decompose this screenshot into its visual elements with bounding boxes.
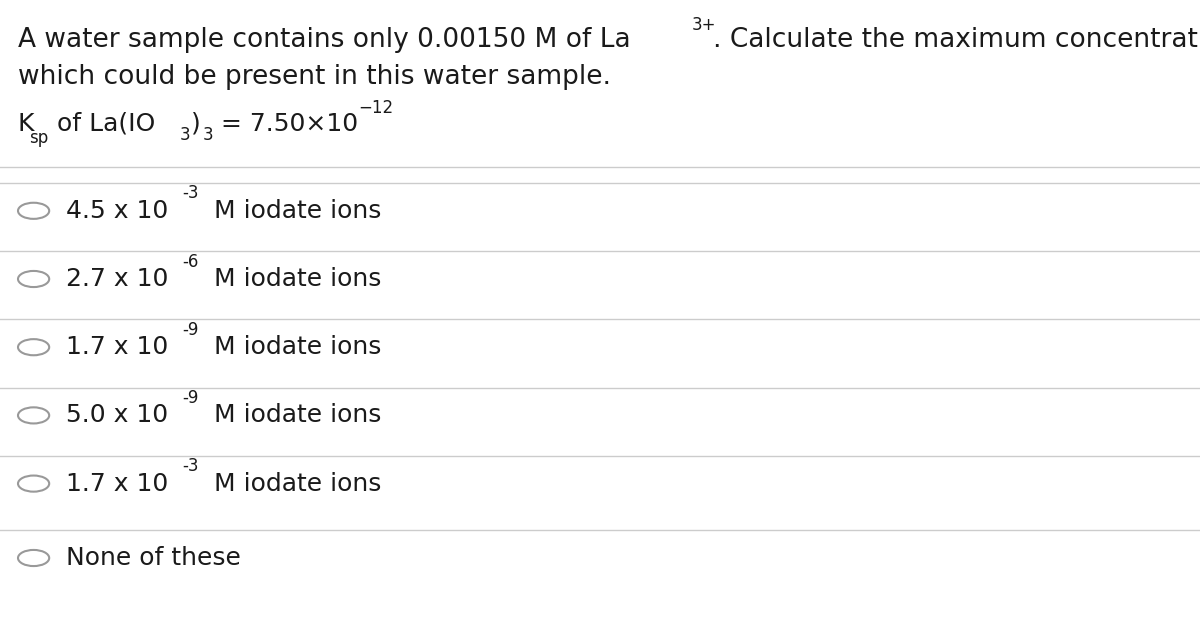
Text: -3: -3 xyxy=(182,184,198,203)
Text: ): ) xyxy=(191,112,200,136)
Text: 3: 3 xyxy=(203,126,214,144)
Text: M iodate ions: M iodate ions xyxy=(206,472,382,495)
Text: of La(IO: of La(IO xyxy=(49,112,156,136)
Text: 3: 3 xyxy=(180,126,191,144)
Text: 1.7 x 10: 1.7 x 10 xyxy=(66,472,168,495)
Text: K: K xyxy=(18,112,35,136)
Text: . Calculate the maximum concentration of IO: . Calculate the maximum concentration of… xyxy=(713,27,1200,53)
Text: M iodate ions: M iodate ions xyxy=(206,199,382,223)
Text: = 7.50×10: = 7.50×10 xyxy=(214,112,359,136)
Text: 4.5 x 10: 4.5 x 10 xyxy=(66,199,168,223)
Text: 3+: 3+ xyxy=(691,16,716,34)
Text: -3: -3 xyxy=(182,457,198,476)
Text: A water sample contains only 0.00150 M of La: A water sample contains only 0.00150 M o… xyxy=(18,27,631,53)
Text: −12: −12 xyxy=(359,99,394,118)
Text: 1.7 x 10: 1.7 x 10 xyxy=(66,335,168,359)
Text: 2.7 x 10: 2.7 x 10 xyxy=(66,267,168,291)
Text: M iodate ions: M iodate ions xyxy=(206,404,382,427)
Text: -9: -9 xyxy=(182,321,198,339)
Text: M iodate ions: M iodate ions xyxy=(206,335,382,359)
Text: -6: -6 xyxy=(182,252,198,271)
Text: M iodate ions: M iodate ions xyxy=(206,267,382,291)
Text: None of these: None of these xyxy=(66,546,241,570)
Text: sp: sp xyxy=(29,128,48,147)
Text: -9: -9 xyxy=(182,389,198,407)
Text: 5.0 x 10: 5.0 x 10 xyxy=(66,404,168,427)
Text: which could be present in this water sample.: which could be present in this water sam… xyxy=(18,64,611,91)
